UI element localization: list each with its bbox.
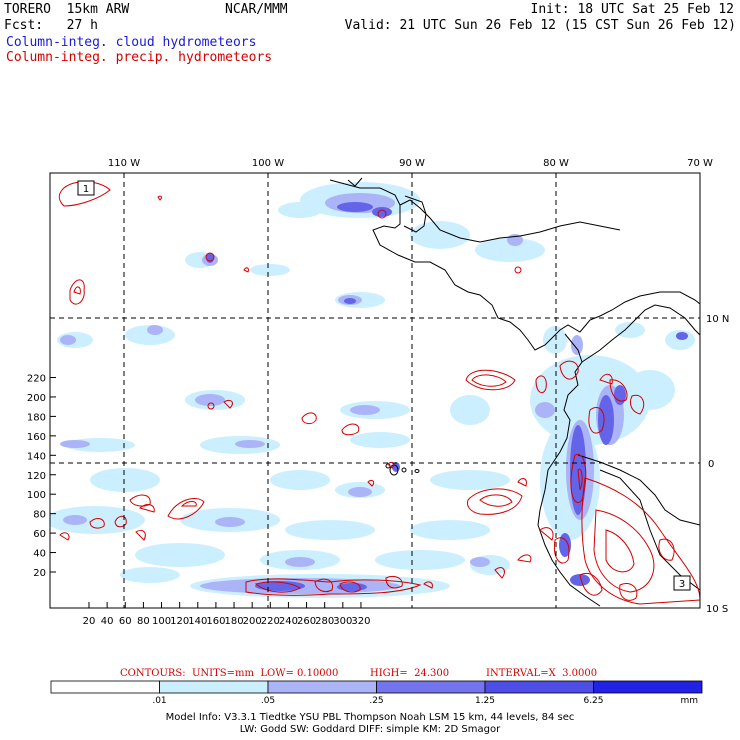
x-tick-label: 40 <box>101 616 114 627</box>
y-tick-label: 220 <box>27 374 46 385</box>
y-tick-label: 60 <box>33 529 46 540</box>
lon-label: 110 W <box>108 158 140 169</box>
y-tick-label: 140 <box>27 451 46 462</box>
cloud-field <box>50 182 695 598</box>
colorbar-segment <box>267 680 377 694</box>
map-frame <box>49 172 701 609</box>
x-tick-label: 280 <box>315 616 334 627</box>
coastline <box>329 177 700 607</box>
svg-text:3: 3 <box>679 579 685 590</box>
colorbar-segment <box>159 680 269 694</box>
svg-text:1: 1 <box>83 184 89 195</box>
y-tick-label: 160 <box>27 432 46 443</box>
lon-label: 90 W <box>399 158 425 169</box>
y-tick-label: 100 <box>27 490 46 501</box>
lon-label: 80 W <box>543 158 569 169</box>
colorbar-label: .25 <box>369 696 383 706</box>
forecast-hour: Fcst: 27 h <box>4 18 98 33</box>
y-axis: 220 200 180 160 140 120 100 80 60 40 20 <box>27 374 56 579</box>
y-tick-label: 120 <box>27 471 46 482</box>
lat-label: 10 S <box>706 604 728 615</box>
y-tick-label: 20 <box>33 568 46 579</box>
colorbar-label: 1.25 <box>475 696 495 706</box>
contour-info: CONTOURS: UNITS=mm LOW= 0.10000 <box>120 668 339 679</box>
x-tick-label: 220 <box>261 616 280 627</box>
init-time: Init: 18 UTC Sat 25 Feb 12 <box>530 2 735 17</box>
x-tick-label: 120 <box>170 616 189 627</box>
x-tick-label: 20 <box>83 616 96 627</box>
colorbar-segment <box>376 680 486 694</box>
colorbar-label: 6.25 <box>583 696 603 706</box>
x-tick-label: 100 <box>152 616 171 627</box>
colorbar-label: .01 <box>152 696 166 706</box>
y-tick-label: 200 <box>27 393 46 404</box>
valid-time: Valid: 21 UTC Sun 26 Feb 12 (15 CST Sun … <box>344 18 736 33</box>
contour-high: HIGH= 24.300 <box>370 668 450 679</box>
colorbar-label: .05 <box>261 696 275 706</box>
colorbar-segment <box>50 680 160 694</box>
box-label-3: 3 <box>673 575 691 591</box>
contour-interval: INTERVAL=X 3.0000 <box>486 668 598 679</box>
x-axis: 20 40 60 80 100 120 140 160 180 200 220 240 260 280 30… <box>83 602 370 627</box>
org-label: NCAR/MMM <box>225 2 288 17</box>
y-tick-label: 180 <box>27 412 46 423</box>
x-tick-label: 200 <box>243 616 262 627</box>
colorbar-segment <box>484 680 594 694</box>
footer-model-info: Model Info: V3.3.1 Tiedtke YSU PBL Thomp… <box>165 712 575 723</box>
y-tick-label: 80 <box>33 510 46 521</box>
colorbar-unit: mm <box>680 696 698 706</box>
x-tick-label: 320 <box>351 616 370 627</box>
box-label-1: 1 <box>77 180 95 196</box>
lat-label: 10 N <box>706 314 729 325</box>
colorbar: .01 .05 .25 1.25 6.25 mm <box>50 680 703 706</box>
x-tick-label: 80 <box>137 616 150 627</box>
lat-label: 0 <box>708 459 714 470</box>
lon-label: 70 W <box>687 158 713 169</box>
footer-physics-info: LW: Godd SW: Goddard DIFF: simple KM: 2D… <box>239 724 501 735</box>
x-tick-label: 180 <box>224 616 243 627</box>
legend-cloud: Column-integ. cloud hydrometeors <box>6 35 257 50</box>
x-tick-label: 60 <box>119 616 132 627</box>
x-tick-label: 300 <box>333 616 352 627</box>
x-tick-label: 260 <box>297 616 316 627</box>
x-tick-label: 240 <box>279 616 298 627</box>
model-title: TORERO 15km ARW <box>4 2 130 17</box>
colorbar-segment <box>593 680 703 694</box>
x-tick-label: 160 <box>206 616 225 627</box>
lon-label: 100 W <box>252 158 284 169</box>
legend-precip: Column-integ. precip. hydrometeors <box>6 50 273 65</box>
graticule <box>50 173 700 608</box>
precip-contours <box>58 181 700 605</box>
y-tick-label: 40 <box>33 549 46 560</box>
x-tick-label: 140 <box>188 616 207 627</box>
